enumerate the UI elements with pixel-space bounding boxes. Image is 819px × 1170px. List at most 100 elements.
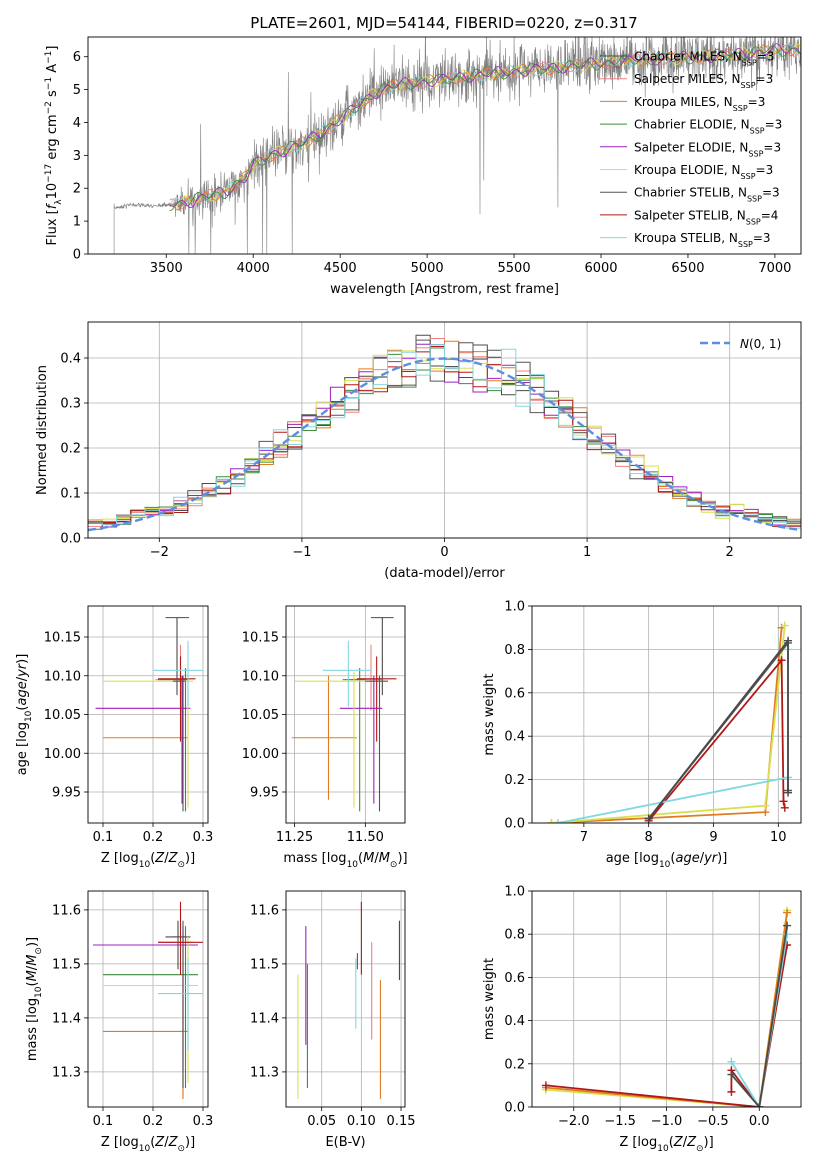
x-axis-label: (data-model)/error [384,566,505,581]
legend-entry: Kroupa ELODIE, NSSP=3 [634,163,773,181]
y-tick-label: 1.0 [504,885,525,900]
legend-name: Chabrier MILES, N [634,50,742,64]
y-axis-label-part: −1 [44,51,54,64]
y-tick-label: 0.3 [60,397,81,412]
y-axis-label-part: )] [25,937,40,947]
y-tick-label: 0.2 [60,442,81,457]
y-axis-label-part: )] [15,654,30,664]
legend-name: Chabrier STELIB, N [634,186,747,200]
y-tick-label: 11.6 [250,903,279,918]
plot-area [541,906,792,1107]
legend-sub: SSP [741,172,756,181]
x-tick-label: −2 [150,545,169,560]
weight-marker [755,1103,764,1107]
x-axis-label-part: )] [185,851,195,866]
x-tick-label: 11.25 [276,830,313,845]
y-tick-label: 11.5 [52,957,81,972]
legend-sub: SSP [747,194,762,203]
y-tick-label: 0.4 [504,1014,525,1029]
weight-line [551,627,783,823]
y-tick-label: 11.4 [250,1011,279,1026]
y-axis-label-part: / [15,676,30,681]
y-tick-label: 0.6 [504,971,525,986]
y-axis-label-part: ( [15,706,30,711]
axes-frame [531,890,802,1108]
panel-age-vs-mass: 11.25 11.50 9.95 10.00 10.05 10.10 10.15 mass [… [242,605,408,870]
x-axis-label-part: Z [log [101,1135,139,1150]
panel-mass-vs-EBV: 0.05 0.10 0.15 11.3 11.4 11.5 11.6 E(B-V) [250,890,416,1150]
x-tick-label: 0.3 [193,1114,214,1129]
y-axis-label-part: M [25,970,40,981]
x-axis-label-part: ⊙ [177,1144,185,1154]
y-tick-label: 11.3 [52,1065,81,1080]
legend-entry: Salpeter STELIB, NSSP=4 [634,208,778,226]
x-axis-label-part: Z [log [619,1135,657,1150]
panel-mass-vs-Z: 0.1 0.2 0.311.311.411.511.6Z [log10(Z/Z⊙)]… [25,890,214,1154]
y-tick-label: 10.15 [242,631,279,646]
legend: N(0, 1) [700,337,781,351]
x-tick-label: −2.0 [558,1114,590,1129]
x-tick-label: −0.5 [697,1114,729,1129]
x-tick-label: −1.0 [651,1114,683,1129]
legend-sub: SSP [748,149,763,158]
weight-marker [784,788,793,797]
weight-marker [783,921,792,930]
y-axis-label-part: ] [45,46,60,51]
y-tick-label: 1.0 [504,600,525,615]
x-axis-label-part: M [379,851,390,866]
y-axis-label-part: age [15,681,30,705]
legend-sub: SSP [741,81,756,90]
y-tick-label: 6 [73,50,81,65]
x-axis-label-part: ( [150,1135,155,1150]
y-axis-label-part: f [45,202,60,209]
x-axis-label-part: 10 [657,1144,669,1154]
x-tick-label: 7 [580,830,588,845]
y-tick-label: 10.05 [44,708,81,723]
y-tick-label: 1 [73,215,81,230]
y-tick-label: 9.95 [250,786,279,801]
y-axis-label-part: age [log [15,722,30,775]
y-axis-label-part: s [45,90,60,101]
x-axis-label-part: Z [154,1135,165,1150]
weight-marker [784,636,793,645]
y-axis-label-part: −17 [44,164,54,183]
x-axis-label-part: ( [150,851,155,866]
weight-marker [780,803,789,812]
legend-sub: SSP [750,126,765,135]
x-axis-label-part: mass [log [283,851,346,866]
x-tick-label: 2 [726,545,734,560]
x-axis-label-part: Z [154,851,165,866]
legend-name: Chabrier ELODIE, N [634,118,750,132]
x-axis-label-part: Z [686,1135,697,1150]
x-axis-label: age [log10(age/yr)] [606,851,728,870]
legend-entry: Salpeter ELODIE, NSSP=3 [634,140,781,158]
y-axis-label-part: yr [15,662,30,678]
plot-area [110,37,801,254]
y-tick-label: 11.4 [52,1011,81,1026]
x-axis-label-part: yr [703,851,719,866]
y-axis-label: age [log10(age/yr)] [15,654,34,776]
y-tick-label: 0.0 [60,532,81,547]
y-tick-label: 4 [73,116,81,131]
y-tick-label: 0.4 [504,730,525,745]
legend-name: Salpeter MILES, N [634,72,741,86]
x-axis-label: mass [log10(M/M⊙)] [283,851,407,870]
y-tick-label: 0.2 [504,773,525,788]
x-tick-label: 0.2 [143,1114,164,1129]
x-tick-label: 8 [645,830,653,845]
x-tick-label: 3500 [150,261,183,276]
weight-line [730,925,788,1107]
y-tick-label: 10.10 [44,669,81,684]
legend-nssp: =3 [763,140,781,154]
model-spectrum [169,45,801,211]
x-tick-label: 0.1 [93,1114,114,1129]
weight-marker [779,797,788,806]
weight-marker [783,908,792,917]
x-axis-label: Z [log10(Z/Z⊙)] [101,851,195,870]
y-tick-label: 0 [73,248,81,263]
legend-nssp: =4 [761,208,779,222]
legend-nssp: =3 [756,163,774,177]
legend-nssp: =3 [765,118,783,132]
y-axis-label-part: −2 [44,101,54,114]
